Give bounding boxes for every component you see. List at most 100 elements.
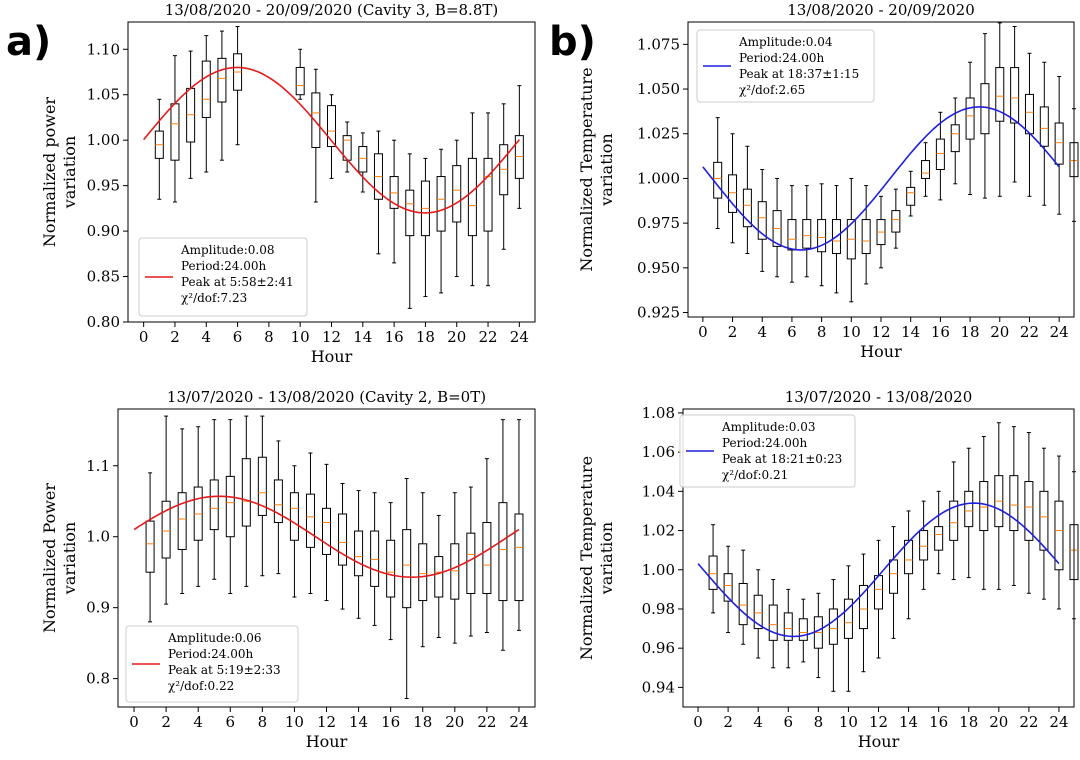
y-axis-label-line: Normalized Temperature [577, 67, 596, 271]
x-tick-label: 8 [817, 323, 827, 341]
fit-curve [143, 66, 520, 214]
box-iqr [904, 539, 914, 575]
y-axis-label: Normalized Temperaturevariation [577, 67, 616, 271]
x-axis-label: Hour [860, 342, 902, 361]
x-tick-label: 14 [901, 323, 920, 341]
box-hour-9 [831, 185, 841, 294]
x-tick-label: 16 [381, 713, 400, 731]
box-hour-4 [201, 35, 211, 173]
box-iqr [225, 475, 235, 538]
y-tick-label: 0.95 [87, 177, 120, 195]
box-hour-21 [1010, 25, 1020, 183]
box-hour-4 [193, 426, 203, 587]
box-iqr [1054, 500, 1064, 571]
box-hour-5 [768, 579, 778, 669]
x-tick-label: 18 [959, 713, 978, 731]
box-iqr [386, 539, 396, 598]
box-iqr [919, 530, 929, 561]
y-tick-label: 0.98 [642, 600, 675, 618]
box-hour-4 [757, 169, 767, 272]
box-iqr [338, 513, 348, 566]
box-iqr [964, 490, 974, 528]
box-hour-24 [1054, 455, 1064, 610]
y-axis-label: Normalized Powervariation [40, 483, 79, 633]
box-hour-6 [787, 185, 797, 283]
box-hour-11 [305, 452, 315, 594]
legend-frame [125, 625, 299, 703]
box-hour-3 [177, 428, 187, 594]
box-hour-12 [874, 539, 883, 659]
panel-label-b: b) [549, 19, 596, 65]
box-hour-13 [342, 121, 352, 173]
x-tick-label: 10 [291, 328, 310, 346]
x-tick-label: 10 [842, 323, 861, 341]
x-tick-label: 18 [961, 323, 980, 341]
x-tick-label: 2 [170, 328, 180, 346]
y-tick-label: 0.94 [642, 678, 675, 696]
box-hour-19 [979, 435, 989, 590]
box-hour-20 [994, 422, 1004, 590]
box-hour-13 [338, 483, 348, 610]
box-iqr [738, 582, 748, 626]
box-iqr [161, 500, 171, 559]
box-iqr [934, 526, 944, 551]
box-iqr [935, 138, 945, 171]
legend: Amplitude:0.06 Period:24.00h Peak at 5:19±… [125, 625, 299, 703]
x-tick-label: 8 [264, 328, 274, 346]
box-hour-2 [170, 55, 180, 203]
x-tick-label: 18 [413, 713, 432, 731]
box-iqr [322, 507, 331, 555]
box-hour-14 [358, 132, 368, 193]
box-hour-19 [434, 514, 444, 638]
box-iqr [787, 219, 797, 251]
x-tick-label: 14 [899, 713, 918, 731]
fit-curve [702, 106, 1060, 251]
legend-line: Amplitude:0.08 [180, 243, 275, 257]
box-iqr [802, 219, 812, 249]
x-tick-label: 20 [447, 328, 466, 346]
x-tick-label: 12 [869, 713, 888, 731]
box-iqr [889, 559, 899, 594]
box-iqr [1009, 475, 1019, 532]
legend-frame [138, 237, 308, 317]
box-iqr [906, 186, 916, 206]
box-hour-11 [858, 553, 868, 673]
box-iqr [949, 500, 959, 541]
x-tick-label: 8 [258, 713, 268, 731]
box-iqr [358, 146, 368, 173]
box-iqr [1024, 93, 1034, 135]
box-hour-5 [772, 177, 782, 278]
box-iqr [1024, 481, 1034, 541]
box-iqr [980, 83, 990, 135]
legend: Amplitude:0.03 Period:24.00h Peak at 18:21… [679, 414, 856, 488]
x-tick-label: 6 [783, 713, 793, 731]
box-iqr [370, 530, 380, 587]
box-iqr [289, 492, 299, 541]
box-hour-21 [1009, 426, 1019, 586]
box-hour-11 [311, 68, 321, 203]
box-hour-21 [466, 486, 476, 637]
box-iqr [467, 157, 477, 237]
y-axis-label-line: variation [597, 133, 616, 206]
box-iqr [177, 492, 187, 550]
x-tick-label: 24 [509, 713, 528, 731]
x-tick-label: 2 [728, 323, 738, 341]
box-hour-15 [921, 142, 931, 197]
box-iqr [1054, 122, 1064, 165]
y-axis-label-line: variation [597, 522, 616, 595]
box-hour-1 [154, 98, 164, 200]
box-hour-10 [289, 465, 299, 598]
x-tick-label: 24 [1050, 323, 1069, 341]
box-hour-9 [828, 579, 838, 692]
box-iqr [483, 157, 493, 232]
box-iqr [768, 604, 778, 641]
x-tick-label: 4 [201, 328, 211, 346]
box-hour-18 [418, 492, 428, 648]
box-hour-1 [145, 472, 155, 623]
fit-curve [133, 495, 520, 578]
box-iqr [817, 219, 827, 253]
box-iqr [783, 612, 793, 641]
box-iqr [450, 543, 460, 600]
box-hour-20 [995, 22, 1005, 197]
